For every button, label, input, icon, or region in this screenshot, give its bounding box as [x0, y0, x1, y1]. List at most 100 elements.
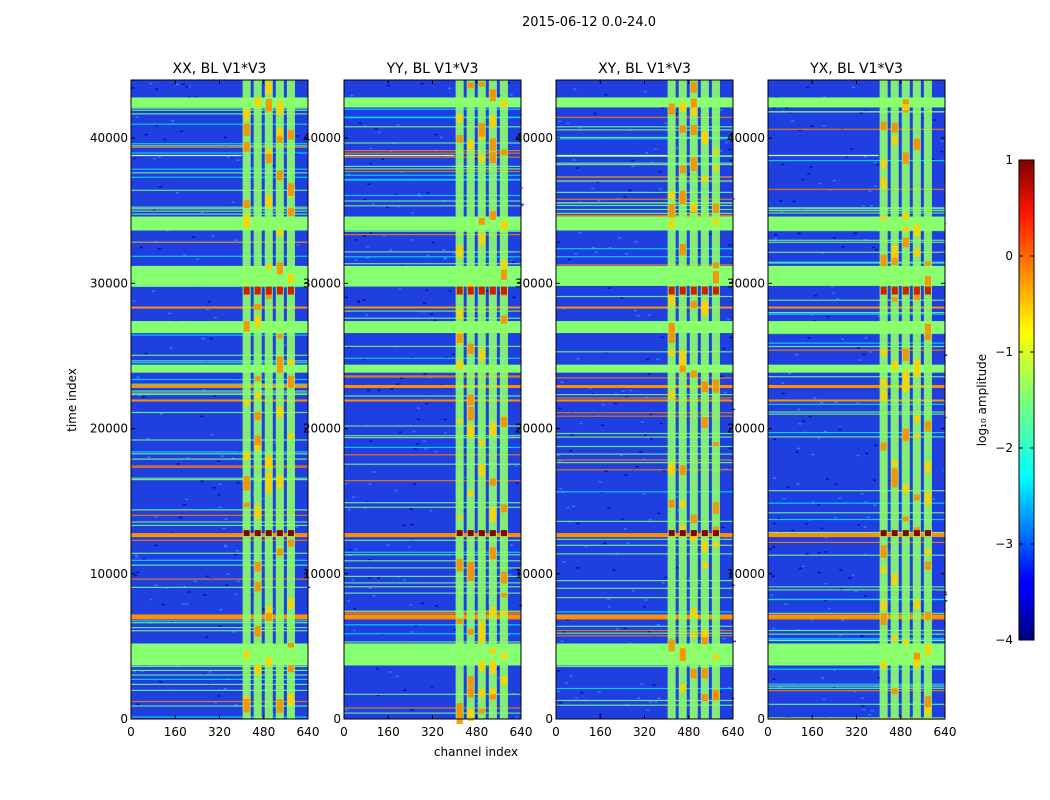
- noise-pixel: [864, 337, 868, 339]
- rfi-blob: [467, 394, 474, 406]
- noise-pixel: [206, 308, 209, 311]
- rfi-line: [131, 453, 308, 455]
- rfi-blob: [880, 530, 887, 537]
- rfi-blob: [489, 507, 496, 522]
- rfi-blob: [243, 650, 250, 658]
- noise-pixel: [207, 300, 211, 303]
- rfi-blob: [243, 214, 250, 228]
- noise-pixel: [262, 497, 266, 500]
- noise-pixel: [603, 542, 607, 545]
- rfi-blob: [712, 379, 719, 393]
- rfi-column: [912, 80, 921, 719]
- flagged-band: [768, 321, 945, 334]
- noise-pixel: [863, 553, 867, 556]
- rfi-blob: [690, 530, 697, 537]
- noise-pixel: [394, 193, 398, 196]
- noise-pixel: [566, 122, 570, 125]
- rfi-blob: [880, 613, 887, 625]
- rfi-line: [556, 453, 733, 455]
- noise-pixel: [675, 495, 679, 498]
- rfi-line: [344, 554, 521, 556]
- noise-pixel: [729, 159, 733, 162]
- rfi-blob: [276, 262, 283, 275]
- flagged-band: [556, 364, 733, 373]
- rfi-blob: [679, 286, 686, 295]
- rfi-line: [344, 395, 521, 397]
- noise-pixel: [804, 523, 808, 525]
- rfi-blob: [456, 113, 463, 123]
- noise-pixel: [564, 682, 568, 684]
- noise-pixel: [821, 677, 825, 679]
- rfi-blob: [880, 378, 887, 387]
- noise-pixel: [135, 556, 139, 558]
- noise-pixel: [944, 593, 948, 596]
- rfi-line: [344, 108, 521, 110]
- x-tick-label: 480: [677, 725, 700, 739]
- noise-pixel: [772, 546, 776, 548]
- rfi-blob: [712, 442, 719, 447]
- rfi-blob: [924, 561, 931, 570]
- noise-pixel: [417, 193, 421, 195]
- rfi-line: [131, 564, 308, 566]
- rfi-blob: [254, 445, 261, 452]
- rfi-blob: [668, 462, 675, 476]
- noise-pixel: [646, 358, 649, 361]
- noise-pixel: [575, 697, 579, 699]
- rfi-blob: [456, 530, 463, 537]
- noise-pixel: [832, 237, 836, 239]
- noise-pixel: [133, 670, 137, 673]
- rfi-blob: [243, 142, 250, 152]
- noise-pixel: [588, 387, 592, 390]
- noise-pixel: [217, 494, 221, 496]
- noise-pixel: [628, 642, 632, 645]
- rfi-blob: [913, 142, 920, 150]
- noise-pixel: [496, 668, 500, 670]
- rfi-blob: [712, 149, 719, 154]
- rfi-blob: [478, 440, 485, 447]
- rfi-blob: [500, 416, 507, 428]
- noise-pixel: [515, 482, 519, 484]
- rfi-line: [556, 295, 733, 298]
- rfi-line: [556, 394, 733, 396]
- rfi-line: [556, 436, 733, 438]
- rfi-blob: [701, 286, 708, 295]
- noise-pixel: [625, 253, 629, 255]
- noise-pixel: [193, 580, 197, 582]
- rfi-blob: [287, 598, 294, 609]
- rfi-blob: [254, 412, 261, 421]
- rfi-band: [768, 306, 945, 309]
- rfi-line: [556, 215, 733, 217]
- noise-pixel: [401, 265, 405, 267]
- rfi-line: [131, 705, 308, 707]
- rfi-line: [344, 539, 521, 541]
- noise-pixel: [149, 598, 153, 601]
- rfi-line: [344, 251, 521, 253]
- noise-pixel: [520, 203, 524, 206]
- noise-pixel: [453, 629, 457, 631]
- noise-pixel: [817, 551, 821, 554]
- noise-pixel: [845, 155, 849, 158]
- x-tick-label: 320: [208, 725, 231, 739]
- noise-pixel: [607, 507, 611, 509]
- y-tick-label: 10000: [303, 567, 341, 581]
- y-tick-label: 30000: [90, 276, 128, 290]
- noise-pixel: [443, 418, 447, 421]
- x-tick-label: 480: [252, 725, 275, 739]
- noise-pixel: [509, 94, 513, 96]
- rfi-blob: [243, 698, 250, 713]
- rfi-band: [556, 306, 733, 309]
- rfi-blob: [880, 159, 887, 169]
- rfi-band: [556, 614, 733, 620]
- noise-pixel: [833, 516, 837, 519]
- rfi-blob: [276, 548, 283, 556]
- rfi-blob: [276, 170, 283, 181]
- noise-pixel: [403, 689, 407, 691]
- noise-pixel: [591, 393, 595, 395]
- rfi-blob: [880, 177, 887, 189]
- noise-pixel: [807, 172, 811, 175]
- noise-pixel: [674, 259, 678, 262]
- rfi-line: [131, 509, 308, 511]
- noise-pixel: [772, 678, 776, 680]
- y-tick-label: 20000: [303, 422, 341, 436]
- rfi-blob: [243, 481, 250, 491]
